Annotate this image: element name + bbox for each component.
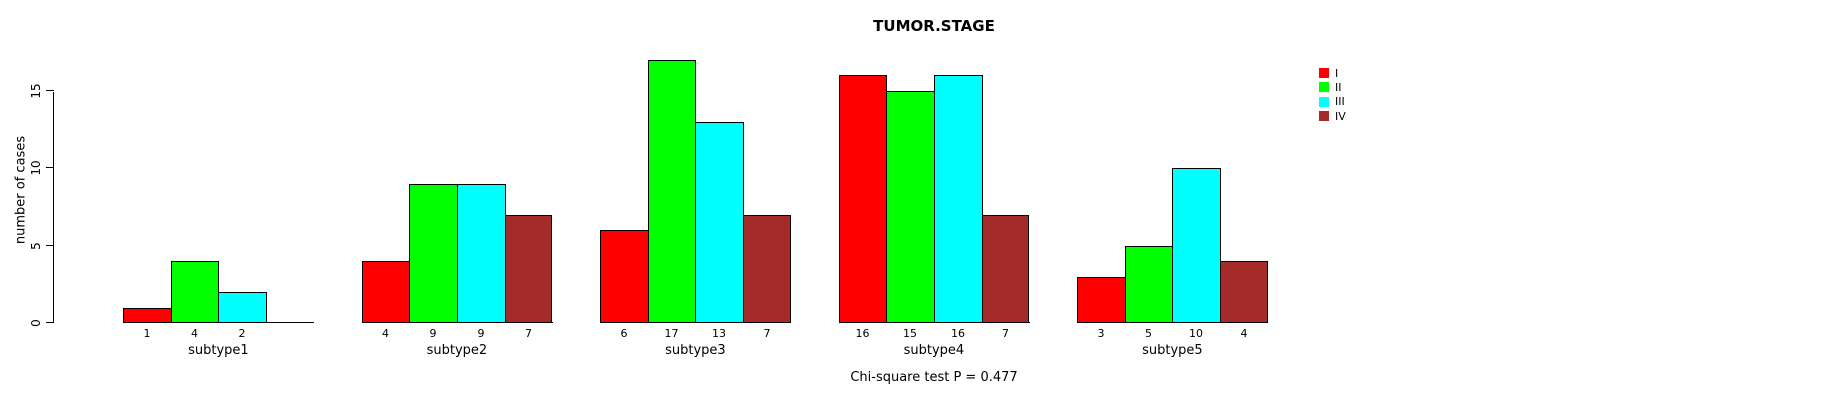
bar-subtype4-IV [982, 215, 1029, 323]
y-tick-mark [46, 245, 54, 246]
group-label-subtype5: subtype5 [1142, 343, 1203, 358]
chi-square-caption: Chi-square test P = 0.477 [850, 370, 1018, 385]
y-tick-label: 5 [29, 241, 43, 250]
axis-baseline-subtype1 [123, 322, 314, 323]
bar-subtype4-III [934, 75, 983, 323]
bar-value-label-subtype1-II: 4 [191, 327, 198, 340]
group-label-subtype1: subtype1 [188, 343, 249, 358]
bar-value-label-subtype2-III: 9 [477, 327, 485, 340]
bar-subtype2-I [362, 261, 410, 323]
legend-swatch-I [1319, 68, 1329, 79]
bar-value-label-subtype3-II: 17 [664, 327, 679, 340]
bar-value-label-subtype5-II: 5 [1145, 327, 1152, 340]
legend-label-III: III [1335, 95, 1345, 109]
bar-value-label-subtype3-III: 13 [712, 327, 726, 340]
legend: I II III IV [1319, 66, 1346, 123]
axis-baseline-subtype5 [1077, 322, 1268, 323]
bar-value-label-subtype2-I: 4 [382, 327, 389, 340]
bar-value-label-subtype5-III: 10 [1189, 327, 1203, 340]
group-label-subtype2: subtype2 [426, 343, 488, 358]
bar-subtype1-II [171, 261, 219, 323]
legend-entry-III: III [1319, 95, 1346, 109]
bar-subtype4-I [839, 75, 887, 323]
bar-value-label-subtype5-I: 3 [1097, 327, 1105, 340]
y-tick-mark [46, 167, 54, 168]
legend-swatch-III [1319, 96, 1329, 107]
bar-value-label-subtype3-IV: 7 [763, 327, 771, 340]
bar-value-label-subtype1-I: 1 [143, 327, 151, 340]
axis-baseline-subtype2 [361, 322, 553, 323]
bar-value-label-subtype2-IV: 7 [525, 327, 532, 340]
bar-value-label-subtype1-III: 2 [238, 327, 246, 340]
bar-value-label-subtype4-I: 16 [855, 327, 870, 340]
bar-subtype5-I [1077, 277, 1126, 323]
bar-value-label-subtype3-I: 6 [620, 327, 628, 340]
group-label-subtype4: subtype4 [903, 343, 965, 358]
legend-swatch-IV [1319, 111, 1329, 122]
axis-baseline-subtype4 [838, 322, 1030, 323]
bar-subtype3-I [600, 230, 649, 323]
legend-entry-I: I [1319, 66, 1346, 80]
bar-subtype5-II [1125, 246, 1173, 323]
y-tick-label: 15 [29, 82, 43, 99]
group-label-subtype3: subtype3 [665, 343, 726, 358]
legend-entry-II: II [1319, 80, 1346, 94]
bar-value-label-subtype2-II: 9 [429, 327, 437, 340]
legend-swatch-II [1319, 82, 1329, 93]
axis-baseline-subtype3 [600, 322, 791, 323]
bar-subtype2-II [409, 184, 458, 323]
bar-subtype4-II [886, 91, 935, 323]
y-tick-mark [46, 322, 54, 323]
bar-subtype2-III [457, 184, 506, 323]
legend-label-I: I [1335, 66, 1339, 80]
y-tick-mark [46, 90, 54, 91]
y-tick-label: 10 [29, 159, 43, 176]
legend-label-IV: IV [1335, 109, 1346, 123]
bar-value-label-subtype4-IV: 7 [1002, 327, 1009, 340]
legend-label-II: II [1335, 80, 1342, 94]
chart-title: TUMOR.STAGE [873, 17, 995, 35]
bar-value-label-subtype5-IV: 4 [1240, 327, 1248, 340]
bar-subtype3-IV [743, 215, 791, 323]
bar-subtype5-IV [1220, 261, 1268, 323]
bar-subtype5-III [1172, 168, 1221, 323]
y-tick-label: 0 [29, 318, 43, 327]
bar-subtype3-II [648, 60, 696, 323]
bar-subtype1-III [218, 292, 267, 323]
bar-value-label-subtype4-III: 16 [951, 327, 965, 340]
legend-entry-IV: IV [1319, 109, 1346, 123]
bar-subtype3-III [695, 122, 744, 323]
y-axis-line [53, 92, 54, 323]
y-axis-title: number of cases [13, 135, 29, 245]
bar-subtype1-I [123, 308, 172, 323]
bar-subtype2-IV [505, 215, 552, 323]
bar-value-label-subtype4-II: 15 [903, 327, 917, 340]
